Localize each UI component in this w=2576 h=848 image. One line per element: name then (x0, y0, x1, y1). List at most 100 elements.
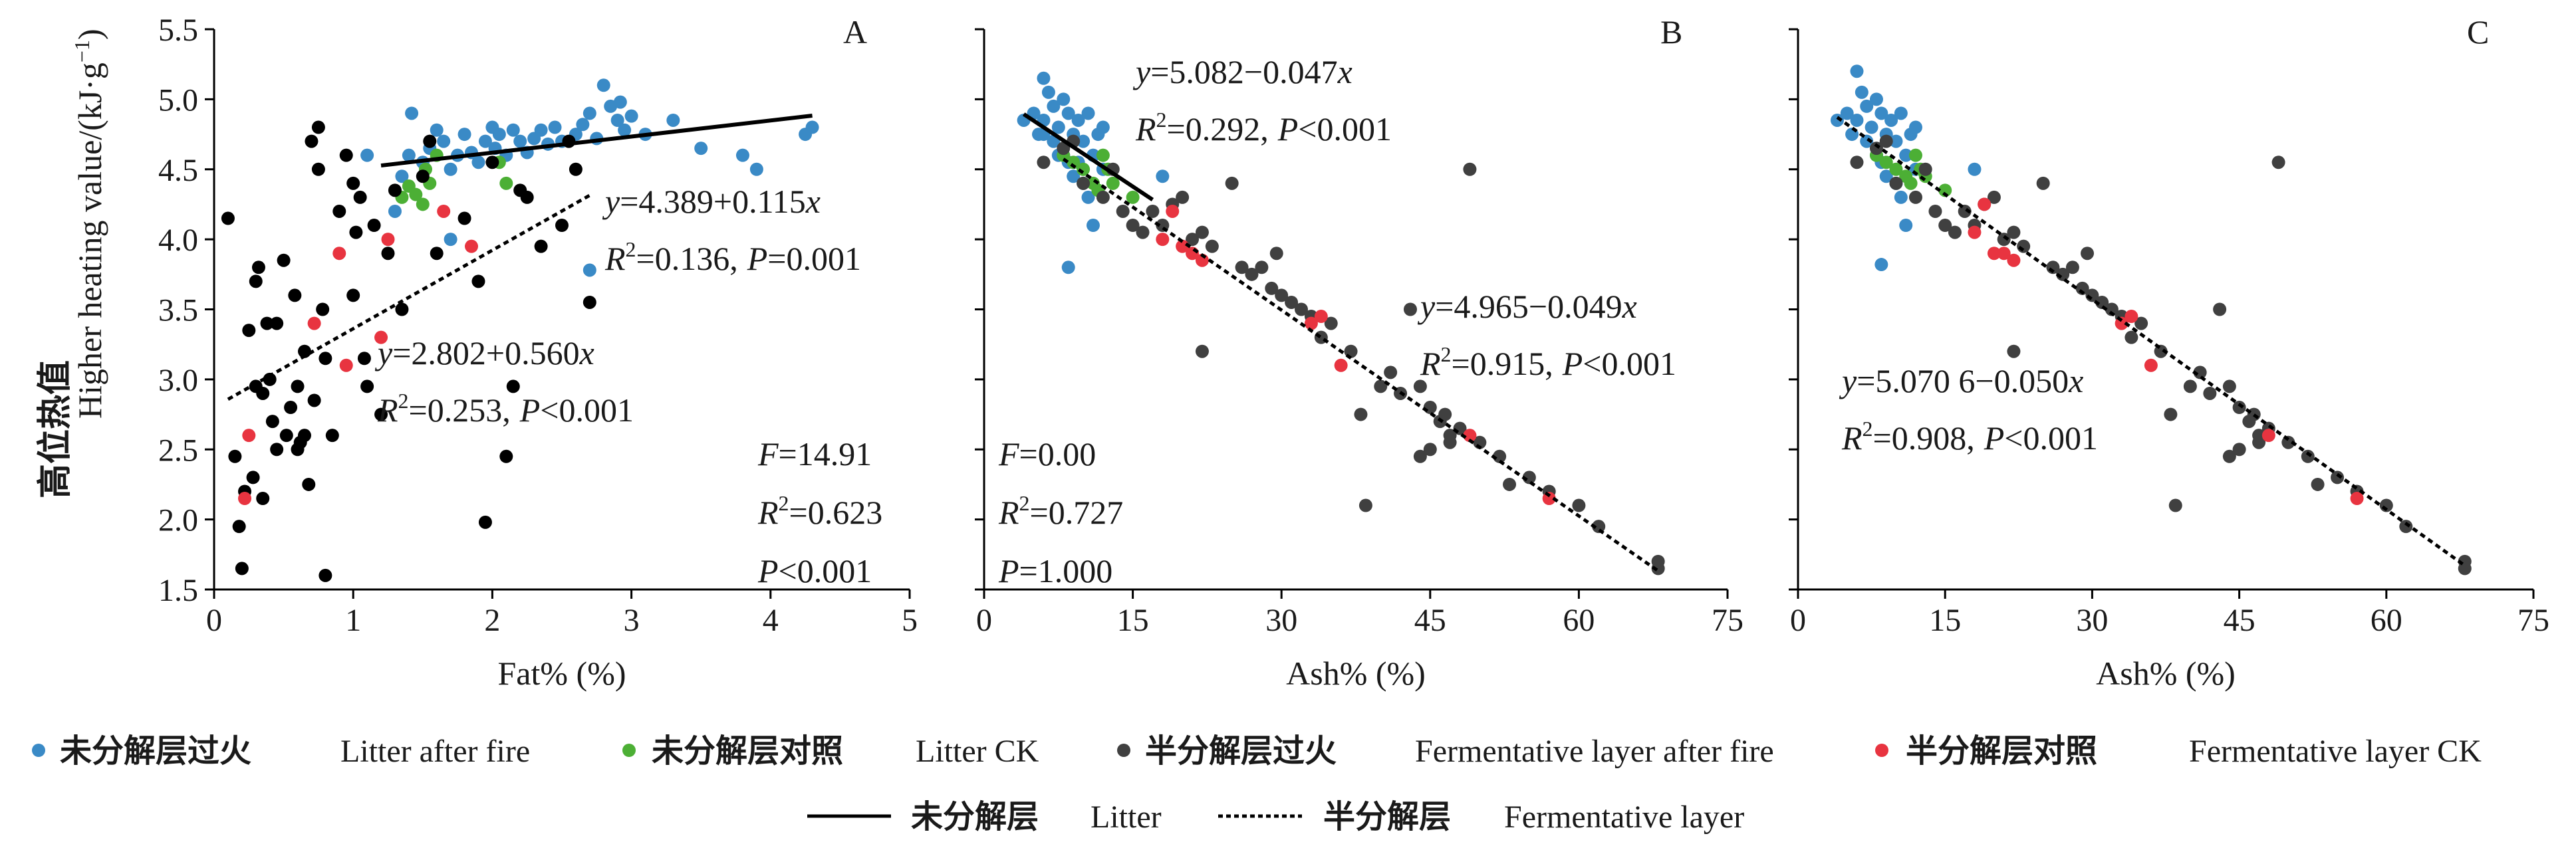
legend-line-en-litter: Litter (1091, 799, 1162, 835)
data-point (444, 233, 457, 247)
legend-item-litter-after-fire: 未分解层过火 Litter after fire (32, 732, 530, 770)
data-point (311, 120, 325, 134)
y-tick-label: 5.0 (158, 82, 198, 118)
data-point (2017, 239, 2031, 253)
data-point (1413, 379, 1427, 393)
data-point (499, 176, 513, 190)
data-point (256, 386, 270, 400)
data-point (1265, 281, 1279, 295)
series-litter-after-fire (1830, 64, 1982, 272)
data-point (291, 379, 305, 393)
data-point (613, 95, 627, 109)
data-point (2125, 330, 2138, 344)
data-point (1255, 261, 1269, 274)
panel-a: 1.5 2.0 2.5 3.0 3.5 4.0 4.5 5.0 5.5 0 1 2 3 4 5 Fat% (%… (158, 13, 918, 692)
data-point (319, 568, 332, 582)
data-point (1918, 162, 1932, 176)
data-point (251, 261, 265, 274)
data-point (249, 274, 263, 288)
fermentative-stats: R2=0.908, P<0.001 (1841, 417, 2098, 457)
data-point (1413, 449, 1427, 463)
data-point (1423, 401, 1437, 415)
data-point (1879, 156, 1893, 169)
data-point (1176, 239, 1190, 253)
data-point (1572, 498, 1586, 512)
data-point (1978, 197, 1992, 211)
data-point (307, 316, 321, 330)
data-point (457, 128, 471, 142)
data-point (1096, 190, 1110, 204)
data-point (270, 316, 284, 330)
legend-line-en-ferm: Fermentative layer (1504, 799, 1744, 835)
data-point (534, 123, 548, 137)
data-point (1948, 225, 1962, 239)
litter-equation: y=5.082−0.047x (1132, 53, 1352, 90)
data-point (1503, 477, 1517, 491)
data-point (395, 302, 409, 316)
data-point (1889, 162, 1903, 176)
stat-f: F=14.91 (757, 435, 872, 473)
data-point (1037, 156, 1051, 169)
stat-r2: R2=0.727 (998, 491, 1123, 531)
data-point (1403, 302, 1417, 316)
data-point (1869, 92, 1883, 106)
data-point (2399, 520, 2413, 534)
y-tick-label: 4.5 (158, 153, 198, 188)
y-tick-label: 3.0 (158, 363, 198, 398)
fit-line-fermentative (227, 193, 591, 401)
x-tick-label: 30 (1265, 603, 1297, 638)
series-ferm-after-fire (1850, 134, 2472, 576)
data-point (1116, 204, 1130, 218)
data-point (1037, 71, 1051, 85)
data-point (2168, 498, 2182, 512)
data-point (1865, 120, 1878, 134)
data-point (232, 520, 246, 534)
panel-letter: C (2467, 13, 2489, 51)
data-point (1463, 162, 1477, 176)
data-point (457, 211, 471, 225)
x-tick-label: 0 (206, 603, 222, 638)
y-axis-title: 高位热值 Higher heating value/(kJ·g−1) (35, 29, 108, 498)
data-point (1077, 134, 1091, 148)
data-point (478, 134, 492, 148)
data-point (2252, 435, 2266, 449)
data-point (1186, 233, 1200, 247)
data-point (1879, 134, 1893, 148)
data-point (332, 247, 346, 261)
y-axis-title-en: Higher heating value/(kJ·g−1) (70, 29, 108, 419)
data-point (311, 162, 325, 176)
panel-c: 0 15 30 45 60 75 Ash% (%) Cy=5.070 6−0.050x R2=0… (1789, 13, 2549, 692)
data-point (1889, 176, 1903, 190)
data-point (478, 515, 492, 529)
data-point (1874, 258, 1888, 272)
fermentative-equation: y=2.802+0.560x (374, 334, 594, 371)
data-point (1850, 156, 1864, 169)
data-point (506, 123, 520, 137)
data-point (388, 183, 402, 197)
litter-equation: y=4.389+0.115x (602, 183, 821, 220)
x-tick-label: 15 (1117, 603, 1149, 638)
data-point (265, 415, 279, 429)
legend-item-ferm-after-fire: 半分解层过火 Fermentative layer after fire (1117, 732, 1774, 770)
legend-label-en-ferm-ck: Fermentative layer CK (2189, 734, 2482, 769)
data-point (2134, 316, 2148, 330)
data-point (1899, 219, 1913, 233)
data-point (1086, 219, 1100, 233)
legend-item-litter-ck: 未分解层对照 Litter CK (622, 732, 1039, 770)
data-point (548, 120, 562, 134)
data-point (395, 169, 409, 183)
series-ferm-ck (238, 204, 479, 506)
data-point (1493, 449, 1507, 463)
data-point (325, 429, 339, 443)
data-point (471, 274, 485, 288)
data-point (1850, 64, 1864, 78)
data-point (256, 492, 270, 506)
data-point (1195, 344, 1209, 358)
legend-marker-ferm-ck (1875, 744, 1888, 757)
y-tick-label: 3.5 (158, 293, 198, 328)
data-point (297, 429, 311, 443)
data-point (1908, 190, 1922, 204)
legend-line-cn-ferm: 半分解层 (1323, 798, 1451, 835)
data-point (1096, 120, 1110, 134)
